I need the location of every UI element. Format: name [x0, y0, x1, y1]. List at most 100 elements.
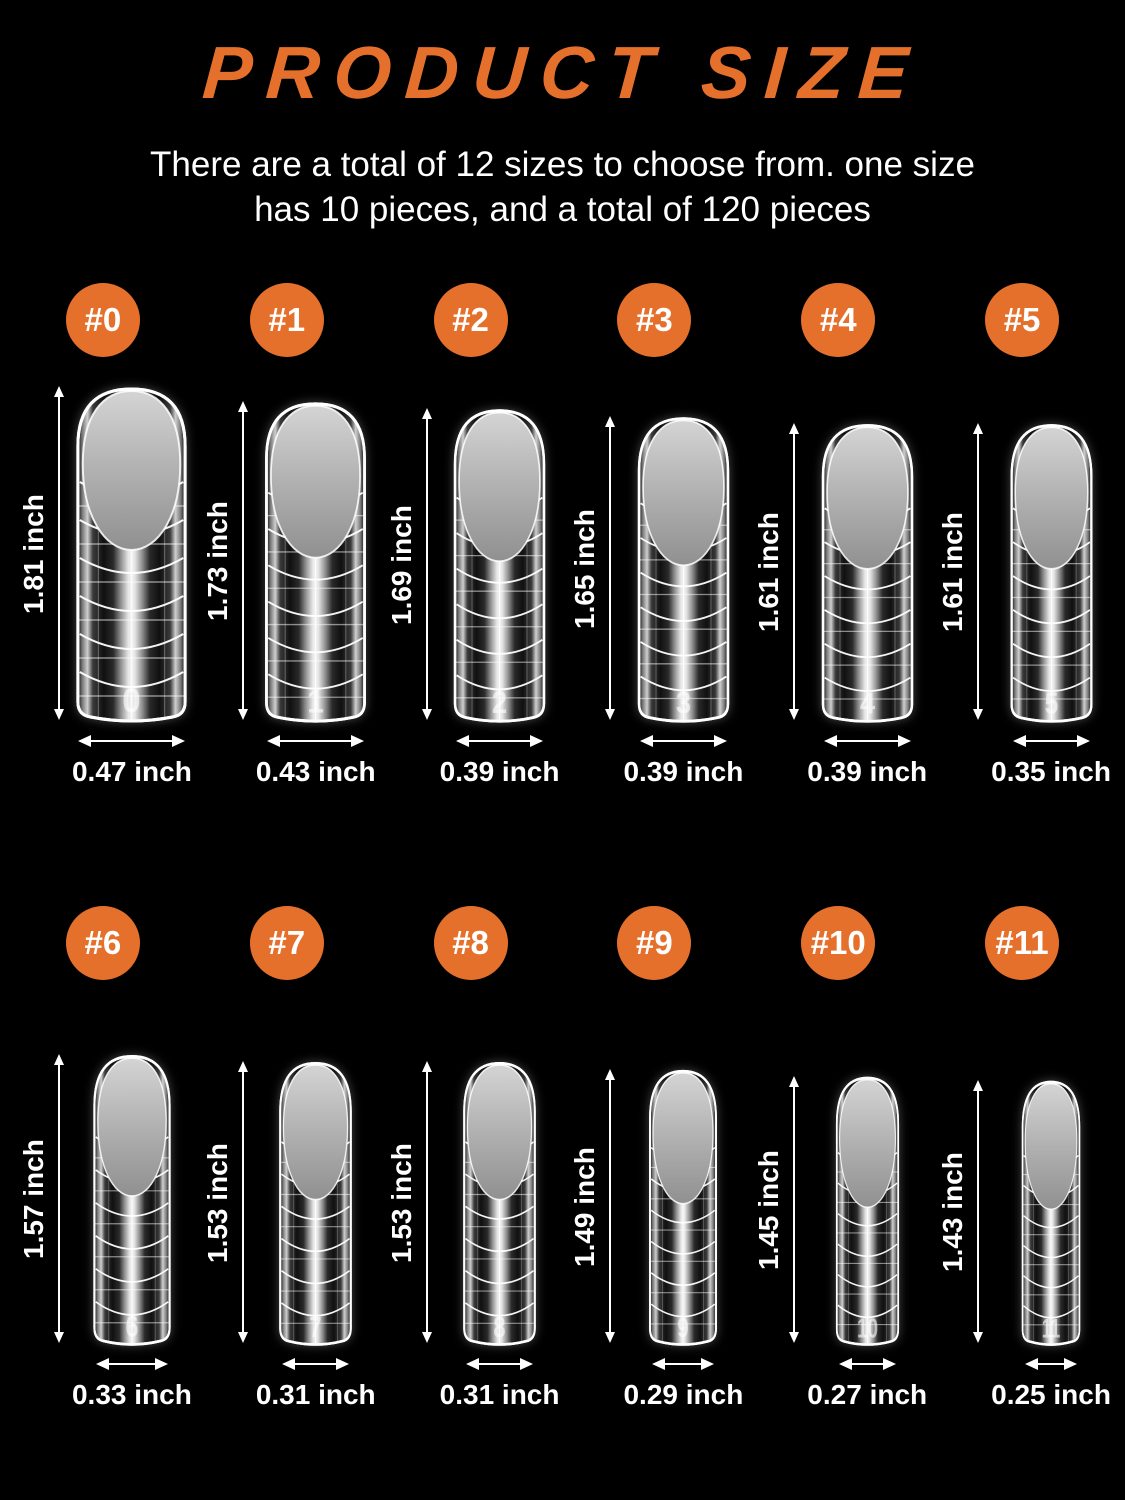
width-label: 0.33 inch — [71, 1378, 192, 1410]
nail-block: 1 0.43 inch — [256, 399, 376, 788]
vertical-measure-arrow-icon — [789, 422, 800, 720]
size-badge-label: #10 — [810, 923, 866, 961]
horizontal-measure-arrow-icon — [838, 1357, 896, 1370]
nail-size-number: 7 — [310, 1312, 322, 1344]
nail-size-number: 3 — [676, 685, 691, 720]
nail-block: 6 0.33 inch — [72, 1052, 192, 1411]
vertical-measure-arrow-icon — [973, 1079, 984, 1343]
sizes-row-1: #0 1.81 inch 0 0.47 inch — [0, 282, 1125, 788]
width-label: 0.31 inch — [439, 1378, 560, 1410]
size-number-badge: #11 — [985, 905, 1060, 980]
width-label: 0.39 inch — [439, 755, 560, 787]
size-column: #5 1.61 inch 5 0.35 inch — [933, 282, 1111, 788]
subtitle-line-1: There are a total of 12 sizes to choose … — [150, 145, 975, 184]
size-column: #4 1.61 inch 4 0.39 inch — [749, 282, 927, 788]
width-label: 0.29 inch — [623, 1378, 744, 1410]
nail-measure-group: 1.81 inch 0 0.47 inch — [14, 384, 192, 788]
length-label: 1.49 inch — [569, 1146, 601, 1267]
width-label: 0.43 inch — [255, 755, 376, 787]
width-label: 0.47 inch — [71, 755, 192, 787]
nail-form-illustration: 2 — [453, 408, 546, 723]
length-label: 1.53 inch — [385, 1142, 417, 1263]
size-number-badge: #1 — [249, 282, 324, 357]
length-label: 1.45 inch — [753, 1150, 785, 1271]
vertical-measure-arrow-icon — [53, 385, 64, 720]
nail-block: 4 0.39 inch — [807, 421, 927, 788]
width-label: 0.35 inch — [991, 755, 1111, 787]
nail-form-illustration: 9 — [649, 1069, 718, 1346]
horizontal-measure-arrow-icon — [456, 734, 544, 747]
horizontal-measure-arrow-icon — [282, 1357, 350, 1370]
size-number-badge: #7 — [249, 905, 324, 980]
size-column: #6 1.57 inch 6 0.33 inch — [14, 905, 192, 1411]
size-column: #11 1.43 inch 11 0.25 inch — [933, 905, 1111, 1411]
length-label: 1.53 inch — [201, 1142, 233, 1263]
sizes-row-2: #6 1.57 inch 6 0.33 inch — [0, 905, 1125, 1411]
size-column: #1 1.73 inch 1 0.43 inch — [198, 282, 376, 788]
nail-size-number: 5 — [1044, 685, 1058, 719]
nail-form-illustration: 8 — [463, 1061, 536, 1346]
page-title: PRODUCT SIZE — [200, 31, 925, 114]
length-label: 1.73 inch — [201, 501, 233, 622]
nail-size-number: 10 — [857, 1313, 878, 1343]
size-column: #2 1.69 inch 2 0.39 inch — [382, 282, 560, 788]
nail-form-illustration: 4 — [821, 423, 913, 723]
size-number-badge: #10 — [801, 905, 876, 980]
width-label: 0.31 inch — [255, 1378, 376, 1410]
size-column: #7 1.53 inch 7 0.31 inch — [198, 905, 376, 1411]
size-badge-label: #0 — [84, 300, 122, 338]
nail-size-number: 0 — [123, 682, 141, 719]
size-number-badge: #4 — [801, 282, 876, 357]
nail-block: 0 0.47 inch — [72, 384, 192, 788]
width-label: 0.25 inch — [991, 1378, 1111, 1410]
nail-measure-group: 1.53 inch 7 0.31 inch — [198, 1059, 376, 1411]
horizontal-measure-arrow-icon — [1012, 734, 1090, 747]
nail-block: 8 0.31 inch — [439, 1059, 560, 1411]
horizontal-measure-arrow-icon — [78, 734, 186, 747]
nail-form-illustration: 11 — [1021, 1080, 1081, 1346]
size-badge-label: #9 — [636, 923, 673, 961]
nail-form-illustration: 10 — [835, 1076, 899, 1346]
length-label: 1.61 inch — [753, 512, 785, 633]
size-column: #9 1.49 inch 9 0.29 inch — [565, 905, 743, 1411]
size-number-badge: #5 — [985, 282, 1060, 357]
nail-block: 11 0.25 inch — [991, 1078, 1111, 1411]
size-badge-label: #7 — [268, 923, 306, 961]
size-number-badge: #3 — [617, 282, 692, 357]
nail-size-number: 8 — [493, 1312, 505, 1344]
horizontal-measure-arrow-icon — [95, 1357, 168, 1370]
nail-size-number: 2 — [492, 685, 507, 720]
nail-measure-group: 1.53 inch 8 0.31 inch — [382, 1059, 560, 1411]
length-label: 1.61 inch — [937, 512, 969, 633]
nail-measure-group: 1.45 inch 10 0.27 inch — [749, 1074, 927, 1411]
nail-form-illustration: 7 — [279, 1061, 352, 1346]
horizontal-measure-arrow-icon — [639, 734, 727, 747]
vertical-measure-arrow-icon — [53, 1053, 64, 1343]
horizontal-measure-arrow-icon — [1025, 1357, 1078, 1370]
horizontal-measure-arrow-icon — [652, 1357, 715, 1370]
vertical-measure-arrow-icon — [605, 415, 616, 720]
horizontal-measure-arrow-icon — [823, 734, 911, 747]
vertical-measure-arrow-icon — [421, 1060, 432, 1343]
size-column: #10 1.45 inch 10 0.27 inch — [749, 905, 927, 1411]
size-number-badge: #2 — [433, 282, 508, 357]
size-badge-label: #6 — [84, 923, 122, 961]
size-column: #3 1.65 inch 3 0.39 inch — [565, 282, 743, 788]
vertical-measure-arrow-icon — [973, 422, 984, 720]
nail-size-number: 4 — [860, 687, 875, 721]
length-label: 1.43 inch — [937, 1152, 969, 1273]
size-number-badge: #8 — [433, 905, 508, 980]
nail-size-number: 6 — [125, 1310, 138, 1343]
nail-form-illustration: 0 — [76, 387, 187, 723]
nail-form-illustration: 5 — [1010, 423, 1093, 723]
width-label: 0.39 inch — [807, 755, 928, 787]
nail-size-number: 11 — [1042, 1312, 1061, 1343]
nail-form-illustration: 1 — [265, 401, 367, 723]
nail-form-illustration: 6 — [93, 1054, 171, 1346]
vertical-measure-arrow-icon — [605, 1068, 616, 1343]
length-label: 1.69 inch — [385, 504, 417, 625]
nail-measure-group: 1.49 inch 9 0.29 inch — [565, 1067, 743, 1411]
horizontal-measure-arrow-icon — [466, 1357, 534, 1370]
width-label: 0.27 inch — [807, 1378, 928, 1410]
